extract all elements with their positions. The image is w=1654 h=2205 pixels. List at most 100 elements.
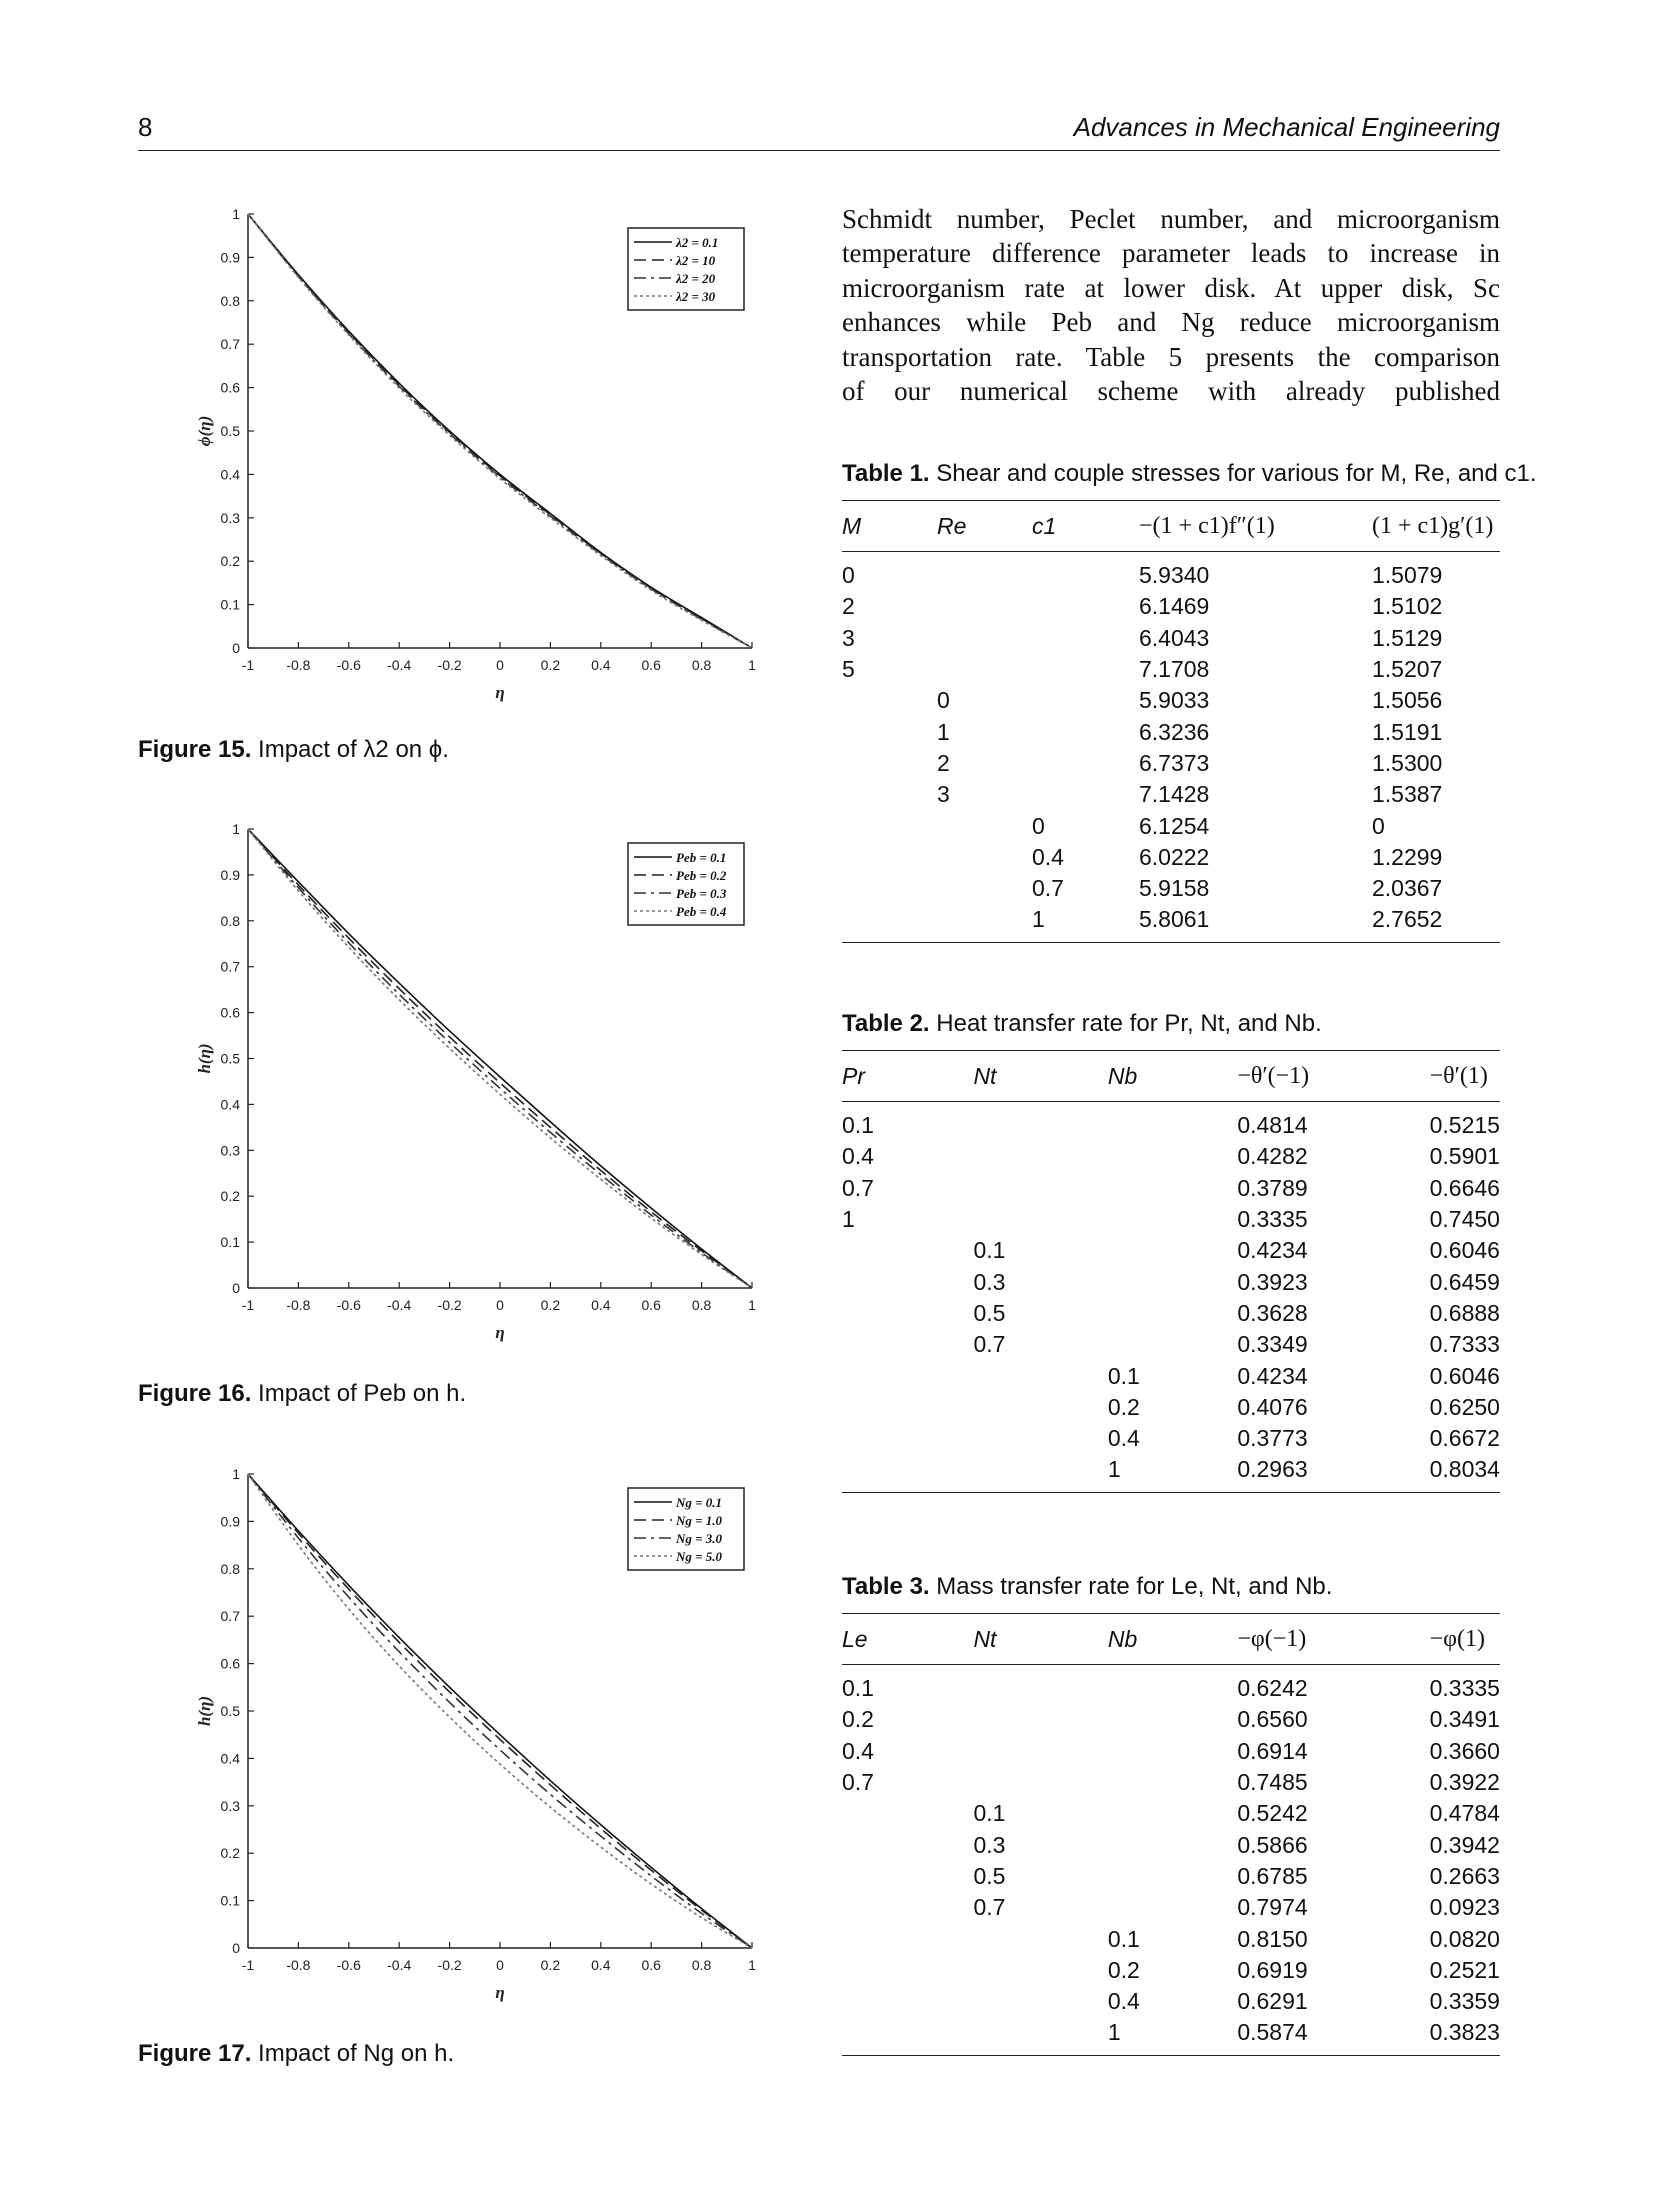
- y-tick-label: 0.4: [221, 1096, 241, 1112]
- y-tick-label: 0.1: [221, 597, 241, 613]
- table-cell: 0.7974: [1237, 1894, 1308, 1921]
- table-cell: 1.5056: [1372, 687, 1443, 714]
- table-cell: 0.5: [973, 1862, 1006, 1889]
- series-line: [247, 1473, 753, 1949]
- table-cell: 0.5901: [1429, 1143, 1500, 1170]
- y-tick-label: 0.2: [221, 1188, 241, 1204]
- table-cell: [1032, 748, 1139, 779]
- table-row: 0.5 0.6785 0.2663: [842, 1861, 1500, 1892]
- x-tick-label: -1: [242, 1297, 255, 1313]
- legend-label: λ2 = 0.1: [675, 235, 718, 250]
- table-cell: [842, 1329, 973, 1360]
- table-cell: 0.3942: [1429, 1831, 1500, 1858]
- table-cell: [1108, 1798, 1237, 1829]
- table-row: 0.4 0.6291 0.3359: [842, 1986, 1500, 2017]
- table-cell: 0.2521: [1429, 1956, 1500, 1983]
- table-cell: 0.6291: [1237, 1988, 1308, 2015]
- legend-label: λ2 = 10: [675, 253, 716, 268]
- table-cell: 0: [1372, 812, 1385, 839]
- table-cell: 1.2299: [1372, 843, 1443, 870]
- table-cell: 5: [842, 656, 855, 683]
- figure-16-chart: 0 0.1 0.2 0.3 0.4 0.5 0.6 0.7 0.8 0.9 1 -1 -0.8 -0.6 -…: [195, 821, 756, 1342]
- y-tick-label: 0.9: [221, 867, 241, 883]
- table-cell: 0.4: [842, 1143, 874, 1170]
- figure-15-chart: 0 0.1 0.2 0.3 0.4 0.5 0.6 0.7 0.8 0.9 1 -1 -0.8 -0.6 -…: [195, 206, 756, 702]
- body-paragraph: Schmidt number, Peclet number, and micro…: [842, 202, 1500, 408]
- table-cell: [973, 1955, 1107, 1986]
- x-tick-label: -0.6: [337, 1297, 361, 1313]
- table-cell: [842, 1235, 973, 1266]
- table-cell: 7.1708: [1139, 656, 1210, 683]
- y-tick-label: 0.1: [221, 1234, 241, 1250]
- column-header: −θ′(−1): [1237, 1050, 1430, 1102]
- x-tick-label: -0.4: [387, 657, 411, 673]
- table-cell: 0.5866: [1237, 1831, 1308, 1858]
- table-cell: [842, 1986, 973, 2017]
- table-cell: 5.8061: [1139, 904, 1372, 943]
- series-line: [247, 828, 753, 1289]
- table-2-caption: Table 2. Heat transfer rate for Pr, Nt, …: [842, 1010, 1322, 1038]
- table-cell: 0.8034: [1429, 1454, 1500, 1493]
- table-3-caption: Table 3. Mass transfer rate for Le, Nt, …: [842, 1573, 1332, 1601]
- table-cell: [842, 1892, 973, 1923]
- table-cell: 0.5215: [1429, 1112, 1500, 1139]
- table-cell: 1.5300: [1372, 749, 1443, 776]
- table-row: 0.2 0.4076 0.6250: [842, 1392, 1500, 1423]
- y-tick-label: 1: [232, 821, 240, 837]
- y-tick-label: 0.2: [221, 553, 241, 569]
- y-tick-label: 0.8: [221, 293, 241, 309]
- table-label: Table 3.: [842, 1573, 930, 1600]
- table-cell: 5.9158: [1139, 875, 1210, 902]
- x-tick-label: 0.2: [541, 1297, 561, 1313]
- table-cell: 1: [842, 1206, 855, 1233]
- table-row: 1 6.3236 1.5191: [842, 716, 1500, 747]
- y-tick-label: 0: [232, 640, 240, 656]
- table-cell: 0.3922: [1429, 1769, 1500, 1796]
- table-row: 2 6.1469 1.5102: [842, 591, 1500, 622]
- table-row: 0.1 0.4814 0.5215: [842, 1102, 1500, 1142]
- x-tick-label: 0.4: [591, 657, 611, 673]
- table-cell: 1.5191: [1372, 718, 1443, 745]
- x-tick-label: -0.8: [286, 1297, 310, 1313]
- table-cell: 0.3491: [1429, 1706, 1500, 1733]
- page-number: 8: [138, 112, 153, 142]
- table-cell: [973, 1141, 1107, 1172]
- x-tick-label: -0.6: [337, 1957, 361, 1973]
- x-tick-label: 0.8: [692, 1297, 712, 1313]
- column-header: −φ(−1): [1237, 1613, 1430, 1665]
- paragraph-line: Schmidt number, Peclet number, and micro…: [842, 204, 1500, 234]
- legend-label: λ2 = 30: [675, 289, 716, 304]
- y-tick-label: 0.7: [221, 1608, 241, 1624]
- table-cell: [1108, 1736, 1237, 1767]
- table-row: 0 5.9340 1.5079: [842, 552, 1500, 592]
- table-cell: [937, 654, 1032, 685]
- table-cell: 0.1: [842, 1112, 874, 1139]
- table-cell: 6.1469: [1139, 593, 1210, 620]
- table-cell: 0.4: [1107, 1988, 1140, 2015]
- table-cell: [1108, 1266, 1237, 1297]
- table-cell: 0.3789: [1237, 1174, 1308, 1201]
- table-cell: 0.3660: [1429, 1737, 1500, 1764]
- table-row: 1 0.5874 0.3823: [842, 2017, 1500, 2056]
- table-cell: 0.1: [1107, 1362, 1140, 1389]
- x-axis-label: η: [495, 1323, 504, 1342]
- table-row: 0.5 0.3628 0.6888: [842, 1298, 1500, 1329]
- table-caption-text: Shear and couple stresses for various fo…: [936, 460, 1537, 487]
- table-row: 0.7 0.3349 0.7333: [842, 1329, 1500, 1360]
- paragraph-line: enhances while Peb and Ng reduce microor…: [842, 307, 1500, 338]
- y-tick-label: 0.4: [221, 466, 241, 482]
- table-cell: [973, 1923, 1107, 1954]
- table-row: 0.1 0.4234 0.6046: [842, 1235, 1500, 1266]
- y-tick-label: 0: [232, 1940, 240, 1956]
- table-cell: [973, 1360, 1107, 1391]
- table-cell: [973, 1102, 1107, 1142]
- table-1: M Re c1 −(1 + c1)f″(1) (1 + c1)g′(1) 0 5.9340 1…: [842, 500, 1500, 943]
- figure-caption-text: Impact of λ2 on ϕ.: [258, 736, 449, 763]
- column-header: −θ′(1): [1429, 1050, 1500, 1102]
- legend-label: Peb = 0.2: [676, 868, 727, 883]
- table-cell: [842, 1298, 973, 1329]
- table-cell: 0.4784: [1429, 1800, 1500, 1827]
- table-cell: 0: [842, 562, 855, 589]
- y-tick-label: 0.3: [221, 510, 241, 526]
- table-cell: 0.7: [842, 1769, 874, 1796]
